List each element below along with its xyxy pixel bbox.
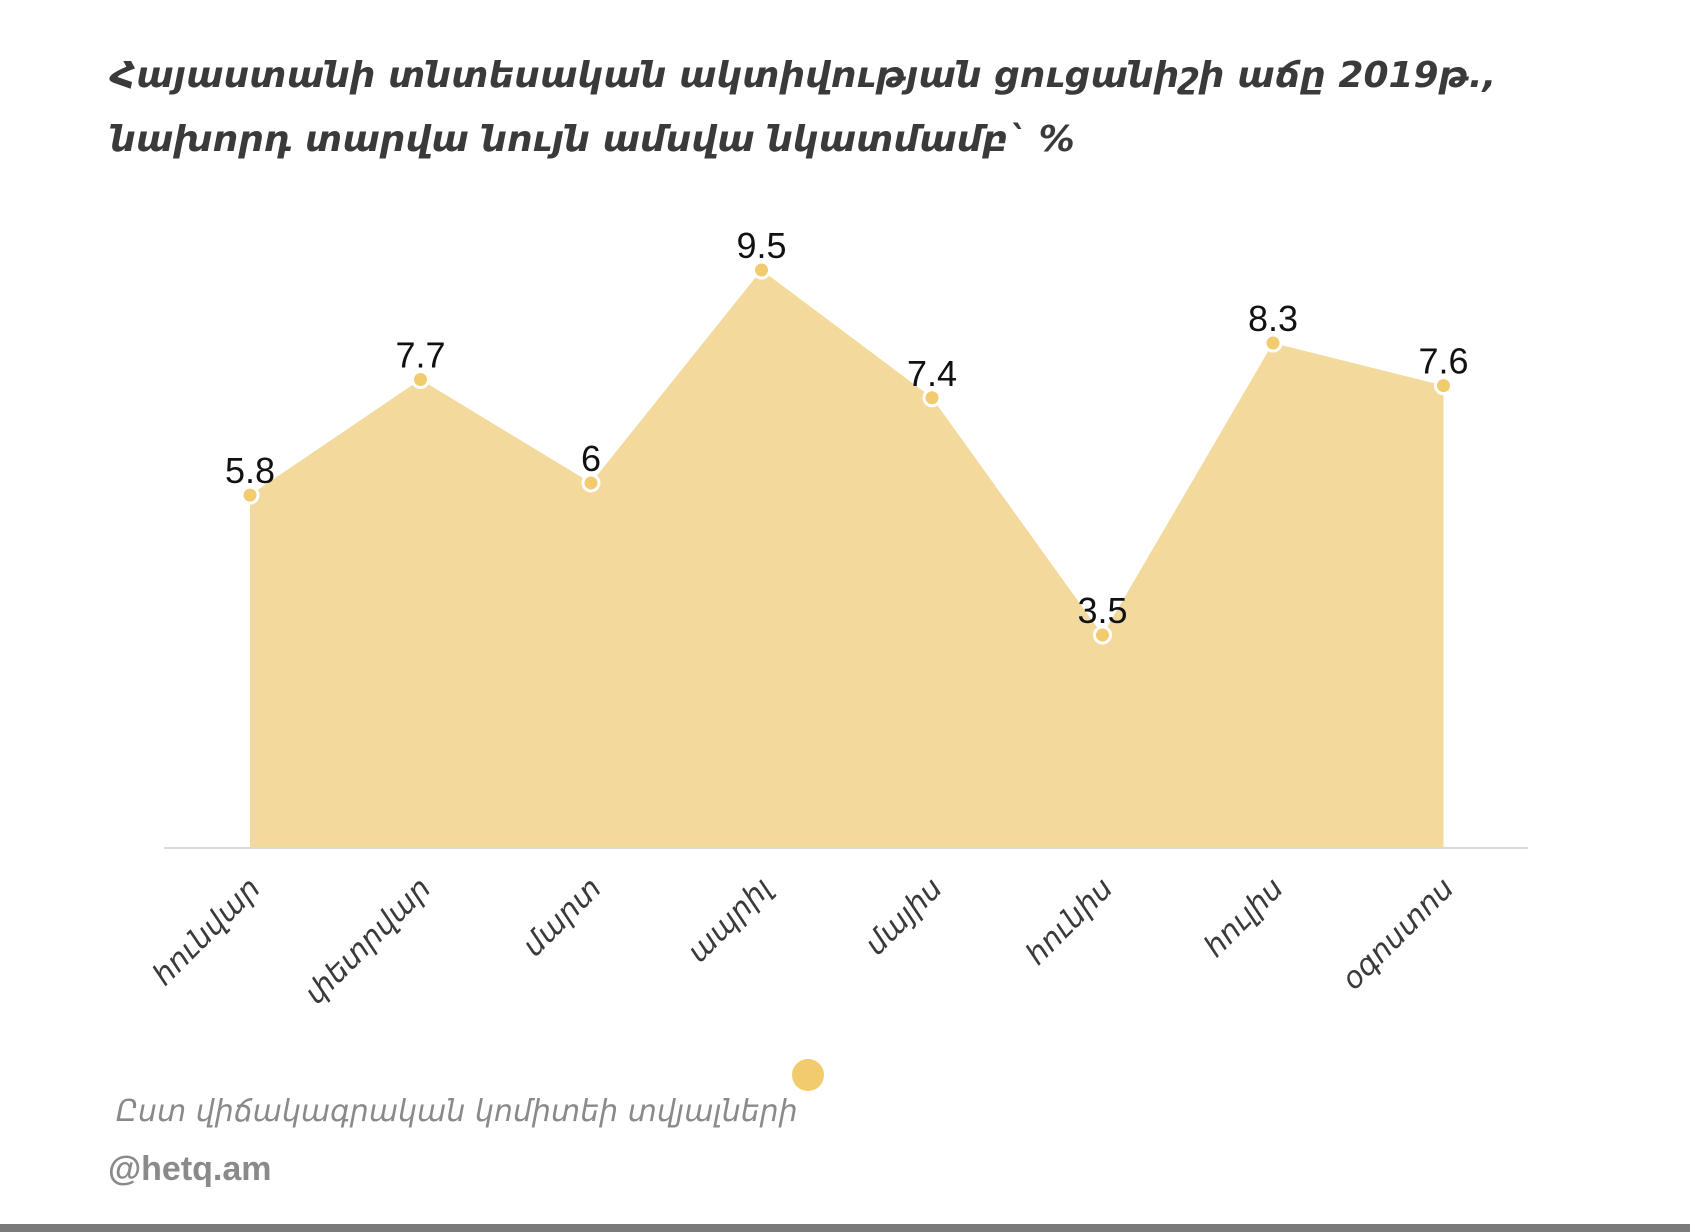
x-tick-label: հուլիս [1197,871,1291,965]
x-tick-label: հունիս [1019,871,1120,972]
data-label: 5.8 [225,450,275,491]
data-label: 3.5 [1077,590,1127,631]
legend-marker[interactable] [792,1059,824,1091]
data-label: 8.3 [1248,298,1298,339]
data-label: 7.6 [1418,341,1468,382]
chart-title: Հայաստանի տնտեսական ակտիվության ցուցանիշ… [110,55,1497,160]
data-label: 7.7 [395,335,445,376]
credit-link[interactable]: @hetq.am [108,1150,272,1188]
x-tick-label: փետրվար [298,871,439,1012]
legend[interactable] [792,1059,824,1091]
area-series [250,270,1444,848]
x-tick-labels-layer: հունվար փետրվար մարտ ապրիլ մայիս հունիս հուլիս… [146,871,1461,1012]
x-tick-label: ապրիլ [680,871,779,970]
data-point[interactable] [1434,376,1453,396]
x-tick-label: մարտ [516,871,609,964]
data-label: 9.5 [736,225,786,266]
data-point[interactable] [1263,333,1283,353]
data-point[interactable] [240,485,260,505]
source-note: Ըստ վիճակագրական կոմիտեի տվյալների [116,1094,798,1129]
x-tick-label: մայիս [858,871,950,963]
data-label: 6 [581,438,601,479]
bottom-border [0,1224,1690,1232]
data-labels-layer: 5.8 7.7 6 9.5 7.4 3.5 8.3 7.6 [225,225,1469,631]
data-label: 7.4 [907,353,957,394]
data-point[interactable] [922,388,942,408]
points-layer [240,260,1453,645]
data-point[interactable] [581,473,601,493]
area-layer [250,270,1444,848]
x-tick-label: հունվար [146,871,268,993]
data-point[interactable] [1093,625,1112,645]
x-tick-label: օգոստոս [1335,871,1461,997]
data-point[interactable] [752,260,771,280]
data-point[interactable] [411,370,430,390]
